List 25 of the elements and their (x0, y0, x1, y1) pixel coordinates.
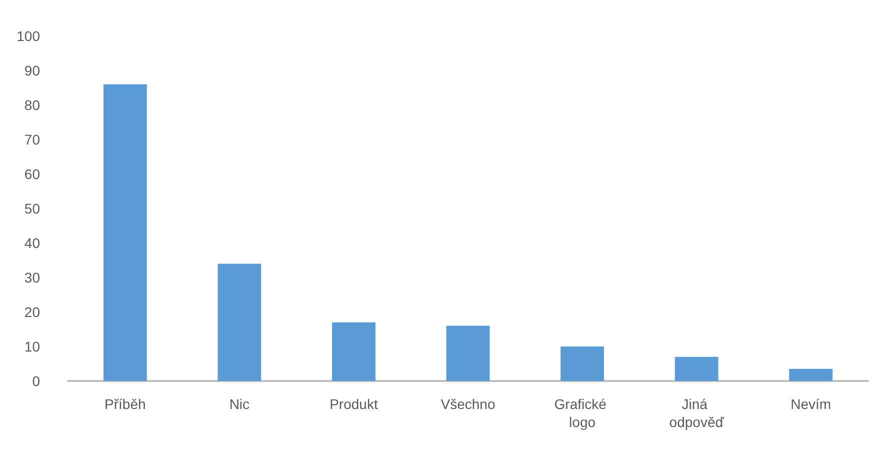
x-tick-label: Produkt (330, 396, 378, 412)
x-tick-label: Příběh (104, 396, 146, 412)
y-tick-label: 40 (24, 235, 40, 251)
y-tick-label: 80 (24, 97, 40, 113)
x-tick-label: Grafické logo (554, 396, 610, 430)
y-tick-label: 30 (24, 270, 40, 286)
y-tick-label: 90 (24, 62, 40, 78)
y-tick-label: 60 (24, 166, 40, 182)
bar (103, 84, 147, 381)
y-tick-label: 100 (16, 28, 40, 44)
y-tick-label: 10 (24, 338, 40, 354)
bar (789, 368, 833, 381)
bar (332, 322, 376, 381)
x-tick-label: Jiná odpověď (669, 396, 724, 430)
x-tick-label: Nic (229, 396, 250, 412)
y-tick-label: 20 (24, 304, 40, 320)
y-tick-label: 50 (24, 200, 40, 216)
x-tick-label: Nevím (790, 396, 832, 412)
bar (446, 326, 490, 381)
bar (560, 346, 604, 381)
y-tick-label: 0 (32, 373, 40, 389)
bar (674, 356, 718, 381)
bar (218, 264, 262, 381)
x-tick-label: Všechno (440, 396, 496, 412)
y-tick-label: 70 (24, 132, 40, 148)
